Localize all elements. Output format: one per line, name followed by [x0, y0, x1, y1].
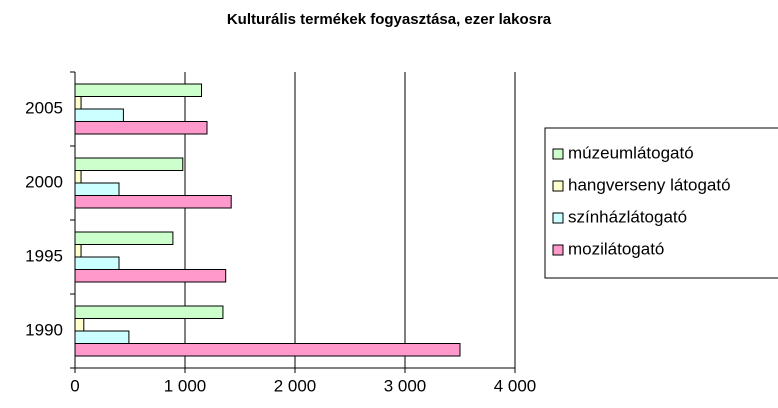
y-tick-label: 1990: [25, 320, 63, 339]
bar: [74, 256, 120, 270]
y-tick-label: 2005: [25, 98, 63, 117]
bar: [74, 170, 82, 184]
bar: [74, 318, 85, 332]
bar: [74, 305, 224, 319]
bar: [74, 182, 120, 196]
legend-swatch: [552, 148, 564, 160]
x-tick-label: 2 000: [274, 376, 317, 395]
bar: [74, 157, 184, 171]
bar: [74, 244, 82, 258]
legend-label: múzeumlátogató: [568, 143, 694, 162]
bar: [74, 343, 461, 357]
x-tick-label: 3 000: [384, 376, 427, 395]
legend-label: mozilátogató: [568, 239, 664, 258]
legend-swatch: [552, 180, 564, 192]
bar: [74, 269, 227, 283]
legend-swatch: [552, 244, 564, 256]
bar: [74, 108, 124, 122]
bar: [74, 330, 130, 344]
y-tick-label: 1995: [25, 246, 63, 265]
y-tick-label: 2000: [25, 172, 63, 191]
bar: [74, 121, 208, 135]
x-tick-label: 4 000: [494, 376, 537, 395]
legend-box: [544, 127, 778, 279]
x-tick-label: 1 000: [164, 376, 207, 395]
chart-title: Kulturális termékek fogyasztása, ezer la…: [227, 11, 552, 28]
bar: [74, 195, 232, 209]
legend-swatch: [552, 212, 564, 224]
x-tick-label: 0: [70, 376, 79, 395]
legend-label: színházlátogató: [568, 207, 687, 226]
bar: [74, 96, 82, 110]
bar: [74, 83, 202, 97]
legend-label: hangverseny látogató: [568, 175, 731, 194]
bar: [74, 231, 174, 245]
